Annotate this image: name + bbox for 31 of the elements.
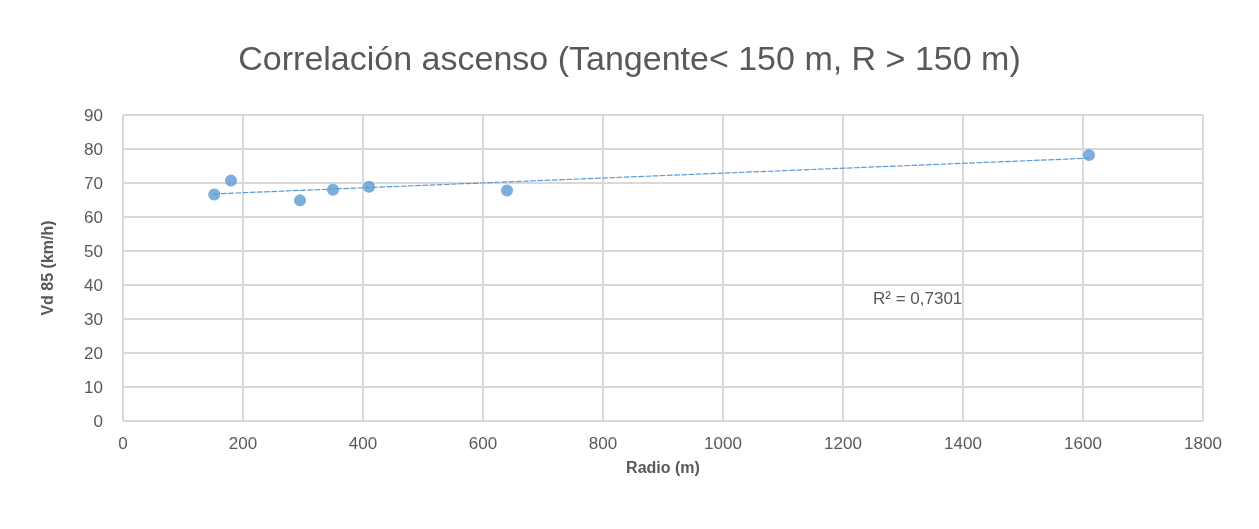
x-tick-label: 1800 <box>1184 434 1222 453</box>
chart-title: Correlación ascenso (Tangente< 150 m, R > 150 m) <box>238 39 1021 77</box>
point <box>1083 149 1095 162</box>
y-tick-label: 40 <box>84 275 103 295</box>
x-tick-label: 1600 <box>1064 434 1102 453</box>
y-tick-label: 50 <box>84 241 103 261</box>
y-axis-title: Vd 85 (km/h) <box>38 220 56 316</box>
x-tick-label: 400 <box>348 434 378 453</box>
point <box>294 194 306 207</box>
y-tick-label: 10 <box>84 377 103 397</box>
y-tick-label: 20 <box>84 343 103 363</box>
point <box>208 188 221 201</box>
point <box>363 180 375 193</box>
x-tick-label: 1400 <box>944 434 982 453</box>
x-axis-title: Radio (m) <box>626 458 700 476</box>
x-tick-label: 1200 <box>824 434 862 453</box>
x-tick-label: 200 <box>228 434 258 453</box>
y-tick-label: 90 <box>84 105 103 125</box>
point <box>501 184 513 197</box>
x-tick-label: 0 <box>118 434 128 453</box>
y-tick-label: 0 <box>93 411 103 431</box>
x-tick-label: 1000 <box>704 434 742 453</box>
y-tick-label: 60 <box>84 207 103 227</box>
point <box>225 174 237 187</box>
annotation: R² = 0,7301 <box>873 289 963 308</box>
y-tick-label: 30 <box>84 309 103 329</box>
point <box>327 183 339 196</box>
x-tick-label: 800 <box>588 434 618 453</box>
y-tick-label: 80 <box>84 139 103 159</box>
x-tick-label: 600 <box>468 434 498 453</box>
y-tick-label: 70 <box>84 173 103 193</box>
